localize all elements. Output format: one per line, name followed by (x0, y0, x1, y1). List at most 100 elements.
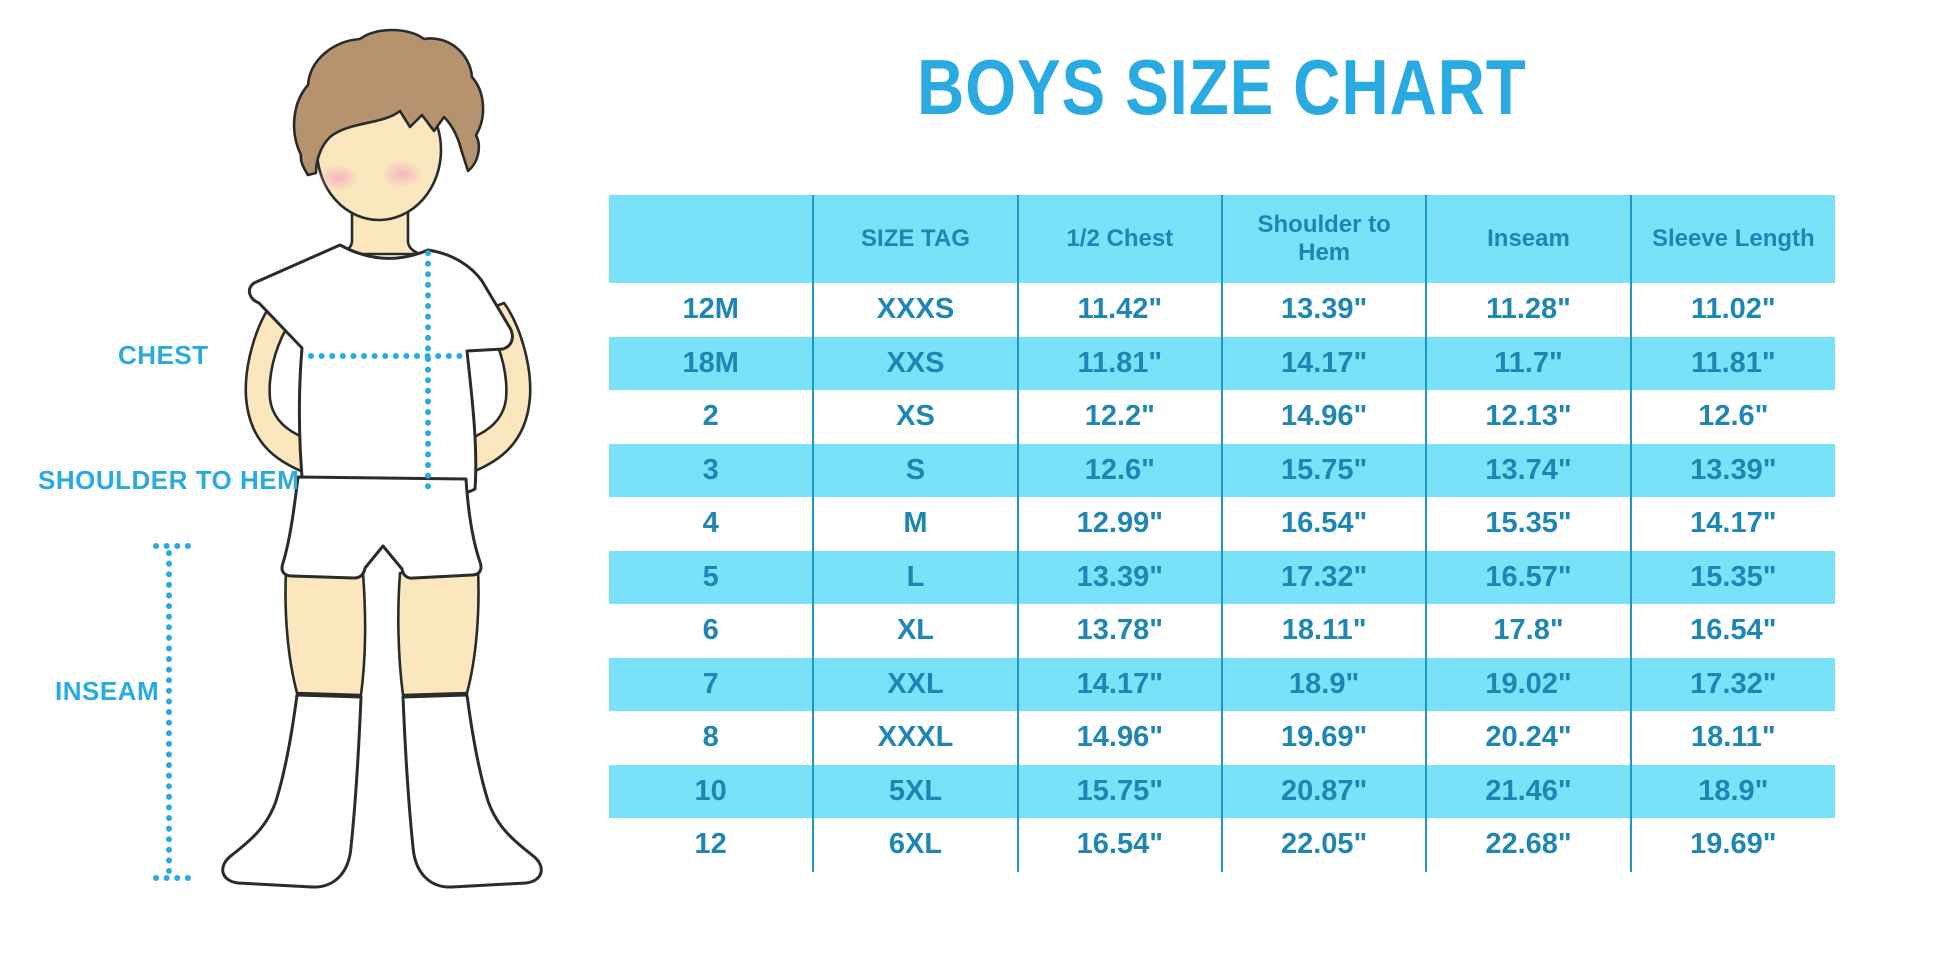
table-cell: 13.74" (1426, 443, 1632, 497)
table-cell: 13.78" (1017, 604, 1223, 658)
table-header-cell: Shoulder to Hem (1221, 195, 1428, 283)
table-cell: 16.54" (1690, 614, 1777, 647)
table-row: 2 XS 12.2" 14.96" 12.13" 12.6" (609, 390, 1835, 444)
table-row: 4 M 12.99" 16.54" 15.35" 14.17" (609, 497, 1835, 551)
table-cell: 20.24" (1426, 711, 1632, 765)
table-cell: 13.39" (1630, 443, 1835, 497)
table-cell: 12M (609, 283, 815, 337)
table-cell: 11.81" (1017, 336, 1223, 390)
page-title-text: BOYS SIZE CHART (917, 43, 1527, 131)
table-cell: 8 (609, 711, 815, 765)
boy-right-leg (397, 567, 480, 697)
table-cell: 6XL (813, 818, 1019, 872)
page-title: BOYS SIZE CHART (609, 42, 1835, 133)
table-cell: S (813, 443, 1019, 497)
shoulder-to-hem-label: SHOULDER TO HEM (38, 465, 300, 495)
table-cell: 11.02" (1690, 293, 1776, 326)
table-row: 8 XXXL 14.96" 19.69" 20.24" 18.11" (609, 711, 1835, 765)
table-cell: 17.32" (1630, 657, 1835, 711)
table-cell: 18.9" (1630, 764, 1835, 818)
table-cell: 13.39" (1017, 550, 1223, 604)
boy-hair (292, 28, 485, 177)
table-row: 10 5XL 15.75" 20.87" 21.46" 18.9" (609, 764, 1835, 818)
blush-left (317, 164, 359, 192)
table-cell: 16.54" (1221, 497, 1428, 551)
table-cell: XS (813, 390, 1019, 444)
table-cell: 19.69" (1221, 711, 1428, 765)
table-cell: 13.39" (1221, 283, 1428, 337)
table-cell: 18.11" (1690, 721, 1776, 754)
table-row: 5 L 13.39" 17.32" 16.57" 15.35" (609, 550, 1835, 604)
table-cell: 11.81" (1630, 336, 1835, 390)
table-header-row: SIZE TAG 1/2 Chest Shoulder to Hem Insea… (609, 195, 1835, 283)
table-cell: 12.6" (1017, 443, 1223, 497)
table-cell: 15.75" (1017, 764, 1223, 818)
table-cell: 14.96" (1221, 390, 1428, 444)
table-row: 18M XXS 11.81" 14.17" 11.7" 11.81" (609, 336, 1835, 390)
table-row: 12 6XL 16.54" 22.05" 22.68" 19.69" (609, 818, 1835, 872)
table-header-cell: Inseam (1426, 195, 1632, 283)
table-cell: 12.6" (1698, 400, 1769, 433)
table-cell: 14.17" (1221, 336, 1428, 390)
table-cell: 12 (609, 818, 815, 872)
table-row: 3 S 12.6" 15.75" 13.74" 13.39" (609, 443, 1835, 497)
inseam-label: INSEAM (55, 676, 160, 706)
size-table-body: 12M XXXS 11.42" 13.39" 11.28" 11.02" 18M XXS 11.… (609, 283, 1835, 872)
table-cell: 18.11" (1221, 604, 1428, 658)
table-cell: 19.02" (1426, 657, 1632, 711)
table-cell: 11.42" (1017, 283, 1223, 337)
size-chart-table: SIZE TAG 1/2 Chest Shoulder to Hem Insea… (609, 195, 1835, 872)
table-cell: 19.69" (1690, 828, 1777, 861)
boy-tshirt (247, 243, 514, 503)
table-cell: 15.35" (1630, 550, 1835, 604)
table-cell: 22.68" (1426, 818, 1632, 872)
boy-measurement-illustration (153, 28, 543, 889)
table-cell: 11.7" (1426, 336, 1632, 390)
table-cell: 12.99" (1017, 497, 1223, 551)
table-cell: 15.75" (1221, 443, 1428, 497)
table-cell: 5XL (813, 764, 1019, 818)
table-cell: 4 (609, 497, 815, 551)
table-header-cell: 1/2 Chest (1017, 195, 1223, 283)
table-row: 6 XL 13.78" 18.11" 17.8" 16.54" (609, 604, 1835, 658)
table-row: 7 XXL 14.17" 18.9" 19.02" 17.32" (609, 657, 1835, 711)
table-cell: 16.54" (1017, 818, 1223, 872)
table-header-cell: Sleeve Length (1630, 195, 1835, 283)
table-cell: XL (813, 604, 1019, 658)
table-cell: 22.05" (1221, 818, 1428, 872)
table-cell: 14.17" (1690, 507, 1777, 540)
table-cell: 17.32" (1221, 550, 1428, 604)
table-cell: 20.87" (1221, 764, 1428, 818)
table-cell: 6 (609, 604, 815, 658)
table-cell: M (813, 497, 1019, 551)
table-cell: XXS (813, 336, 1019, 390)
table-cell: 11.28" (1426, 283, 1632, 337)
table-cell: 12.13" (1426, 390, 1632, 444)
table-cell: 21.46" (1426, 764, 1632, 818)
table-cell: 15.35" (1426, 497, 1632, 551)
table-cell: 17.8" (1426, 604, 1632, 658)
table-cell: 3 (609, 443, 815, 497)
table-cell: 18M (609, 336, 815, 390)
boy-right-sock (401, 693, 543, 889)
table-cell: XXXL (813, 711, 1019, 765)
table-cell: 14.96" (1017, 711, 1223, 765)
table-cell: 14.17" (1017, 657, 1223, 711)
boy-left-sock (221, 693, 363, 889)
chest-label: CHEST (118, 340, 209, 370)
table-cell: 5 (609, 550, 815, 604)
boy-left-leg (284, 569, 367, 697)
table-cell: 12.2" (1017, 390, 1223, 444)
table-cell: 10 (609, 764, 815, 818)
table-cell: XXXS (813, 283, 1019, 337)
table-header-cell (609, 195, 815, 283)
table-cell: 7 (609, 657, 815, 711)
table-cell: L (813, 550, 1019, 604)
boy-shorts (280, 475, 483, 580)
table-cell: 16.57" (1426, 550, 1632, 604)
table-row: 12M XXXS 11.42" 13.39" 11.28" 11.02" (609, 283, 1835, 337)
blush-right (381, 160, 423, 188)
table-header-cell: SIZE TAG (813, 195, 1019, 283)
table-cell: XXL (813, 657, 1019, 711)
